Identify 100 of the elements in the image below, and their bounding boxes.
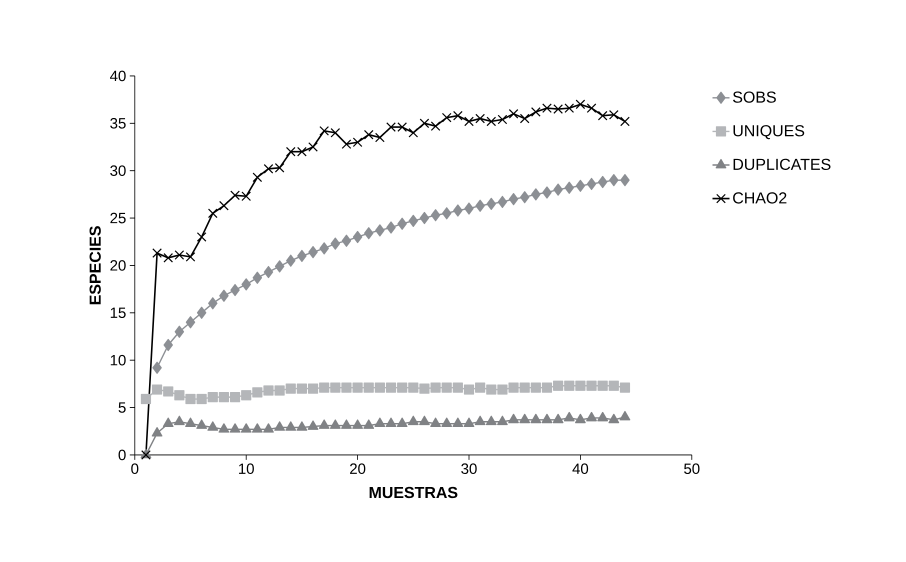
point xyxy=(240,423,252,433)
point xyxy=(575,414,586,424)
point xyxy=(430,418,441,427)
point xyxy=(263,385,274,396)
x-tick-label: 30 xyxy=(461,463,477,474)
point xyxy=(341,382,352,393)
point xyxy=(164,338,173,352)
point xyxy=(330,382,340,393)
point xyxy=(219,200,229,211)
point xyxy=(230,423,240,433)
point xyxy=(196,394,207,404)
point xyxy=(564,182,574,194)
point xyxy=(374,418,386,427)
point xyxy=(598,380,608,391)
point xyxy=(464,202,474,215)
point xyxy=(475,114,485,124)
legend-label: SOBS xyxy=(733,91,776,103)
point xyxy=(464,384,474,395)
point xyxy=(486,198,496,210)
x-tick-label: 40 xyxy=(572,463,588,474)
point xyxy=(386,221,396,234)
point xyxy=(252,387,262,398)
point xyxy=(208,208,218,218)
legend-label: CHAO2 xyxy=(733,192,786,204)
y-tick-label: 25 xyxy=(110,212,126,224)
point xyxy=(208,392,218,402)
point xyxy=(386,418,396,427)
point xyxy=(374,382,385,393)
point xyxy=(597,412,608,422)
point xyxy=(564,412,575,422)
point xyxy=(397,218,407,230)
point xyxy=(586,380,597,391)
point xyxy=(364,227,374,240)
point xyxy=(218,423,230,433)
point xyxy=(308,246,318,258)
point xyxy=(442,207,452,220)
point xyxy=(274,385,285,396)
point xyxy=(252,423,263,433)
point xyxy=(207,421,218,431)
point xyxy=(520,114,530,124)
point xyxy=(318,419,330,429)
point xyxy=(464,116,474,126)
point xyxy=(352,382,363,393)
point xyxy=(342,234,352,247)
y-tick-label: 20 xyxy=(110,260,126,271)
x-tick-label: 50 xyxy=(684,463,700,474)
point xyxy=(296,383,307,394)
point xyxy=(586,412,597,422)
point xyxy=(520,191,530,204)
point xyxy=(352,230,362,244)
point xyxy=(586,103,596,113)
point xyxy=(185,394,196,404)
point xyxy=(420,212,430,224)
point xyxy=(252,272,262,284)
y-tick-label: 40 xyxy=(110,70,126,82)
point xyxy=(542,382,552,393)
point xyxy=(296,421,308,431)
point xyxy=(576,180,586,192)
point xyxy=(430,209,440,222)
y-tick-label: 0 xyxy=(118,450,126,460)
point xyxy=(152,248,162,258)
point xyxy=(586,178,596,190)
point xyxy=(330,419,341,429)
point xyxy=(464,418,474,427)
point xyxy=(575,380,586,391)
point xyxy=(408,128,418,138)
y-tick-label: 35 xyxy=(110,118,126,129)
point xyxy=(186,252,196,262)
point xyxy=(420,118,430,128)
point xyxy=(386,382,396,393)
point xyxy=(530,414,542,424)
x-tick-label: 20 xyxy=(350,463,366,474)
x-tick-label: 10 xyxy=(239,463,254,474)
point xyxy=(508,414,519,424)
point xyxy=(430,121,440,131)
point xyxy=(486,116,496,126)
point xyxy=(174,416,185,426)
point xyxy=(408,416,419,426)
point xyxy=(576,100,586,110)
point xyxy=(497,384,508,395)
point xyxy=(497,416,508,426)
point xyxy=(297,250,307,262)
point xyxy=(620,382,630,393)
point xyxy=(508,108,518,119)
point xyxy=(375,132,385,142)
point xyxy=(453,204,463,217)
point xyxy=(162,418,174,427)
point xyxy=(508,192,518,206)
point xyxy=(519,414,530,424)
legend-label: UNIQUES xyxy=(734,125,804,140)
point xyxy=(430,382,441,393)
point xyxy=(196,306,206,319)
point xyxy=(531,188,541,200)
point xyxy=(263,423,274,433)
point xyxy=(530,107,541,117)
point xyxy=(475,382,486,393)
point xyxy=(274,260,284,272)
point xyxy=(486,416,497,426)
y-tick-label: 15 xyxy=(110,308,126,318)
point xyxy=(308,383,318,394)
